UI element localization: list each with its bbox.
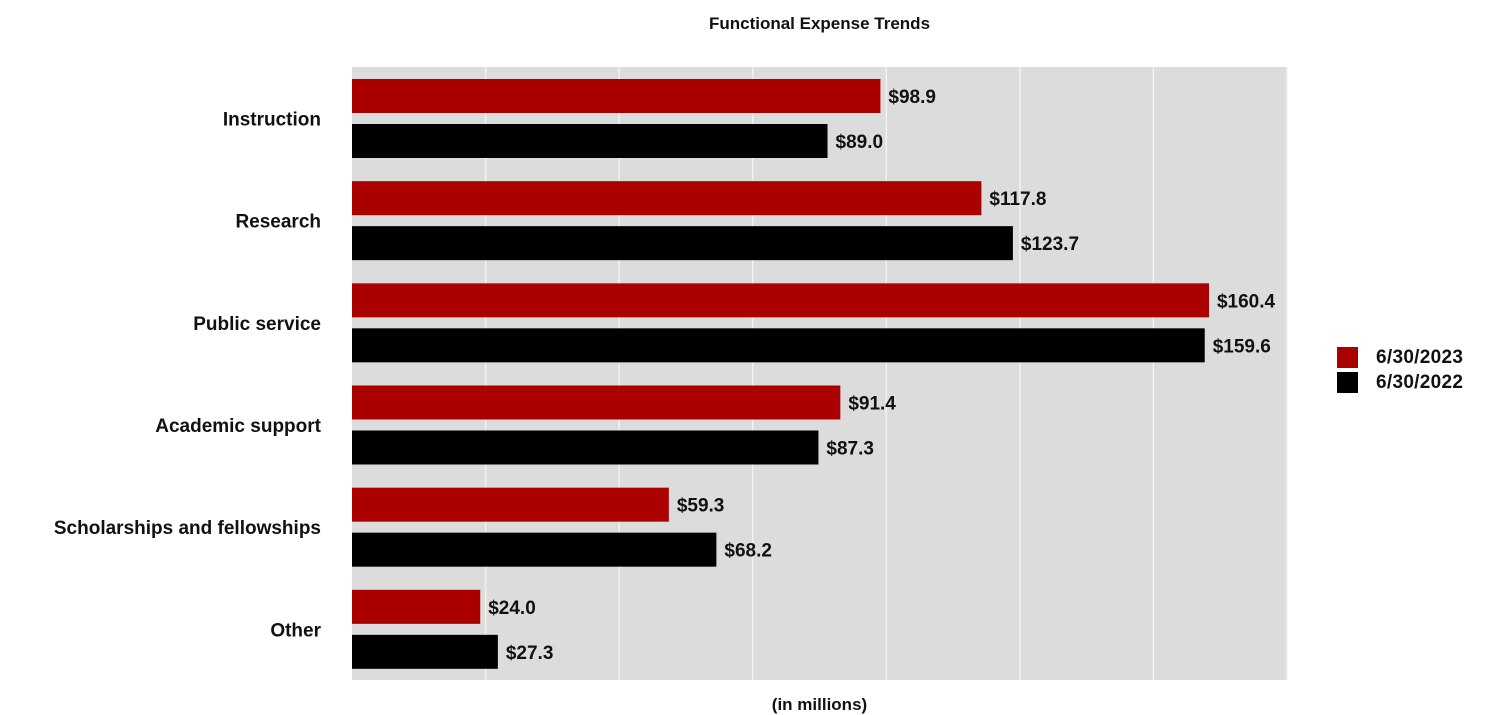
legend-label-2022: 6/30/2022 — [1376, 371, 1464, 393]
value-label-2022-5: $27.3 — [506, 643, 554, 664]
bar-2023-1 — [352, 181, 982, 216]
bar-2022-5 — [352, 634, 498, 669]
category-label-1: Research — [235, 212, 321, 233]
legend-item-2023: 6/30/2023 — [1337, 345, 1463, 370]
labels: Instruction $98.9 $89.0 Research $117.8 $123.… — [54, 87, 1276, 664]
category-label-4: Scholarships and fellowships — [54, 518, 321, 539]
value-label-2023-3: $91.4 — [848, 394, 896, 415]
value-label-2023-5: $24.0 — [488, 598, 536, 619]
bar-2023-5 — [352, 589, 481, 624]
value-label-2023-4: $59.3 — [677, 496, 725, 517]
bar-2023-2 — [352, 283, 1209, 318]
plot-area — [352, 67, 1287, 680]
category-label-3: Academic support — [155, 416, 321, 437]
category-label-2: Public service — [193, 314, 321, 335]
value-label-2023-2: $160.4 — [1217, 291, 1276, 312]
bar-2022-4 — [352, 532, 717, 567]
bar-2023-4 — [352, 487, 669, 522]
value-label-2023-0: $98.9 — [888, 87, 936, 108]
chart-title: Functional Expense Trends — [708, 14, 931, 33]
gridlines — [484, 67, 1288, 680]
x-axis-label: (in millions) — [771, 695, 868, 714]
bar-2022-3 — [352, 430, 819, 465]
legend-label-2023: 6/30/2023 — [1376, 346, 1464, 368]
bar-2022-1 — [352, 226, 1013, 261]
value-label-2022-0: $89.0 — [836, 132, 884, 153]
value-label-2022-4: $68.2 — [724, 541, 772, 562]
value-label-2023-1: $117.8 — [989, 189, 1046, 210]
legend-item-2022: 6/30/2022 — [1337, 370, 1463, 395]
value-label-2022-3: $87.3 — [826, 439, 874, 460]
bar-2022-2 — [352, 328, 1205, 363]
legend: 6/30/2023 6/30/2022 — [1337, 345, 1463, 395]
category-label-5: Other — [270, 620, 321, 641]
bar-2023-3 — [352, 385, 841, 420]
value-label-2022-1: $123.7 — [1021, 234, 1079, 255]
legend-swatch-2023 — [1337, 347, 1358, 368]
value-label-2022-2: $159.6 — [1213, 336, 1271, 357]
bars — [352, 79, 1209, 669]
bar-2023-0 — [352, 79, 881, 113]
legend-swatch-2022 — [1337, 372, 1358, 393]
category-label-0: Instruction — [223, 110, 321, 131]
bar-2022-0 — [352, 124, 828, 158]
